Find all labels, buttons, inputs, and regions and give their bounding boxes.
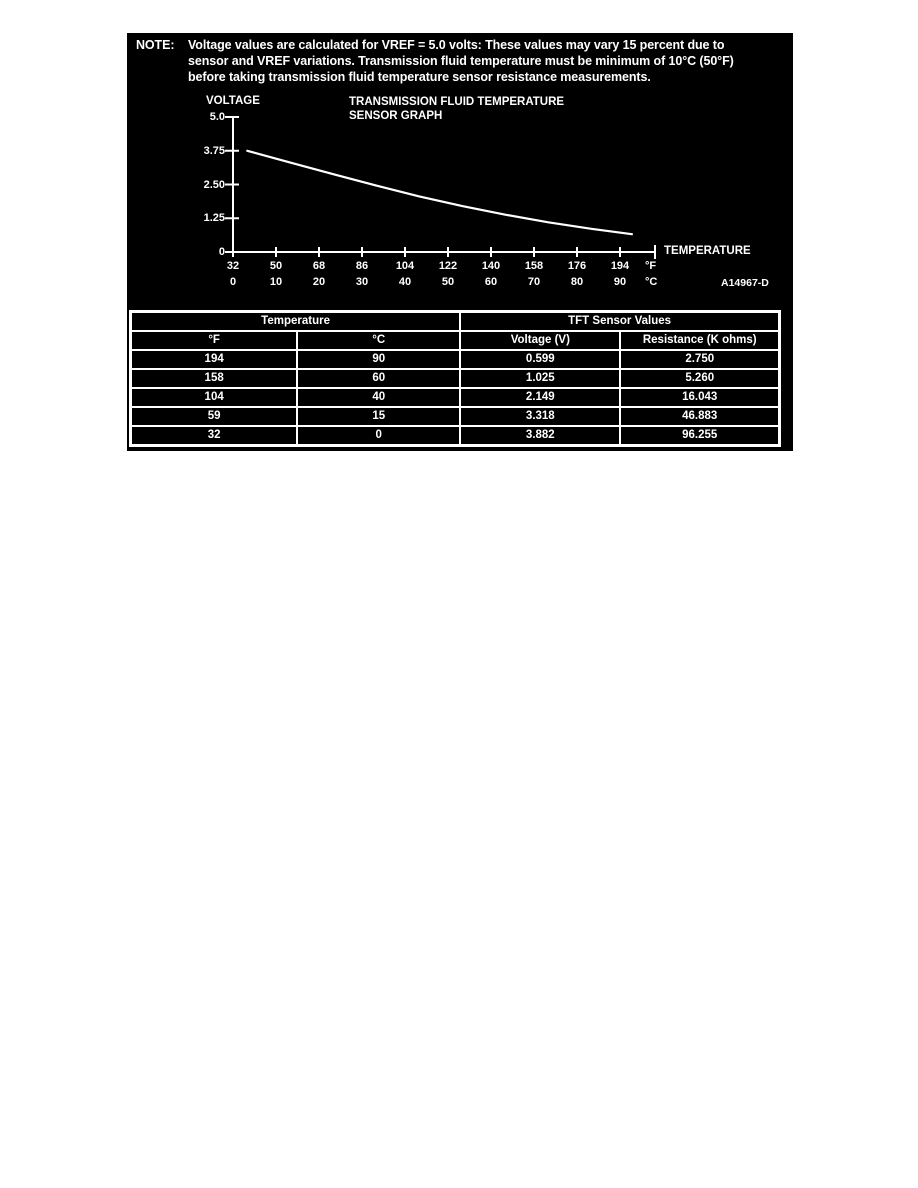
note-block: NOTE: Voltage values are calculated for … (136, 37, 789, 85)
note-text: Voltage values are calculated for VREF =… (188, 37, 734, 85)
x-tick-label-c: 70 (527, 276, 541, 288)
x-tick-label-f: 176 (567, 260, 587, 272)
tft-sensor-chart: VOLTAGE TRANSMISSION FLUID TEMPERATURE S… (127, 93, 793, 310)
y-tick-label: 2.50 (203, 178, 225, 191)
table-group-header: TFT Sensor Values (459, 310, 781, 332)
note-line: sensor and VREF variations. Transmission… (188, 54, 734, 68)
y-tick-label: 0 (218, 246, 225, 258)
table-cell: 194 (129, 349, 299, 370)
table-column-header: Voltage (V) (459, 330, 622, 351)
note-line: Voltage values are calculated for VREF =… (188, 38, 725, 52)
x-tick-label-f: 122 (438, 260, 458, 272)
table-cell: 0 (296, 425, 462, 447)
x-tick-label-f: 86 (355, 260, 369, 272)
x-tick-label-f: 158 (524, 260, 544, 272)
chart-title-line: TRANSMISSION FLUID TEMPERATURE (349, 96, 565, 108)
y-tick-label: 1.25 (203, 212, 225, 225)
x-tick-label-c: 30 (355, 276, 369, 288)
chart-canvas (225, 116, 656, 259)
celsius-unit-label: °C (645, 276, 658, 288)
chart-title: TRANSMISSION FLUID TEMPERATURE SENSOR GR… (349, 96, 564, 123)
x-tick-label-c: 0 (229, 276, 237, 288)
x-tick-label-f: 32 (226, 260, 240, 272)
table-row: 158 60 1.025 5.260 (129, 368, 781, 389)
note-line: before taking transmission fluid tempera… (188, 70, 651, 84)
table-cell: 3.318 (459, 406, 622, 427)
table-row: 194 90 0.599 2.750 (129, 349, 781, 370)
x-tick-label-f: 140 (481, 260, 501, 272)
table-cell: 1.025 (459, 368, 622, 389)
x-tick-label-f: 194 (610, 260, 630, 272)
y-tick-label: 3.75 (203, 144, 225, 157)
table-cell: 16.043 (619, 387, 781, 408)
table-cell: 0.599 (459, 349, 622, 370)
table-cell: 158 (129, 368, 299, 389)
table-group-header: Temperature (129, 310, 462, 332)
x-tick-label-f: 104 (395, 260, 415, 272)
chart-title-line: SENSOR GRAPH (349, 109, 443, 122)
table-column-header: Resistance (K ohms) (619, 330, 781, 351)
y-axis-title: VOLTAGE (206, 95, 260, 107)
table-cell: 5.260 (619, 368, 781, 389)
table-cell: 104 (129, 387, 299, 408)
x-tick-label-f: 68 (312, 260, 326, 272)
table-cell: 46.883 (619, 406, 781, 427)
table-cell: 2.149 (459, 387, 622, 408)
table-cell: 59 (129, 406, 299, 427)
table-cell: 3.882 (459, 425, 622, 447)
table-cell: 90 (296, 349, 462, 370)
table-cell: 96.255 (619, 425, 781, 447)
tft-values-table: Temperature TFT Sensor Values °F °C Voltage … (129, 310, 781, 447)
table-row: 32 0 3.882 96.255 (129, 425, 781, 447)
figure-reference-code: A14967-D (721, 277, 769, 289)
table-cell: 32 (129, 425, 299, 447)
table-column-header: °F (129, 330, 299, 351)
table-cell: 40 (296, 387, 462, 408)
tft-values-table-wrap: Temperature TFT Sensor Values °F °C Voltage … (129, 310, 781, 447)
fahrenheit-unit-label: °F (645, 260, 657, 272)
x-axis-title: TEMPERATURE (664, 245, 751, 257)
table-row: 59 15 3.318 46.883 (129, 406, 781, 427)
x-tick-label-c: 60 (484, 276, 498, 288)
x-tick-label-c: 10 (269, 276, 283, 288)
table-cell: 2.750 (619, 349, 781, 370)
x-tick-label-c: 40 (398, 276, 412, 288)
x-tick-label-c: 20 (312, 276, 326, 288)
table-cell: 15 (296, 406, 462, 427)
x-tick-label-c: 90 (613, 276, 627, 288)
figure-panel: NOTE: Voltage values are calculated for … (127, 33, 793, 451)
note-label: NOTE: (136, 38, 175, 52)
x-tick-label-c: 50 (441, 276, 455, 288)
x-tick-label-f: 50 (269, 260, 283, 272)
sensor-voltage-curve (246, 149, 633, 236)
x-tick-label-c: 80 (570, 276, 584, 288)
table-cell: 60 (296, 368, 462, 389)
table-row: 104 40 2.149 16.043 (129, 387, 781, 408)
y-tick-label: 5.0 (209, 111, 225, 123)
table-column-header: °C (296, 330, 462, 351)
